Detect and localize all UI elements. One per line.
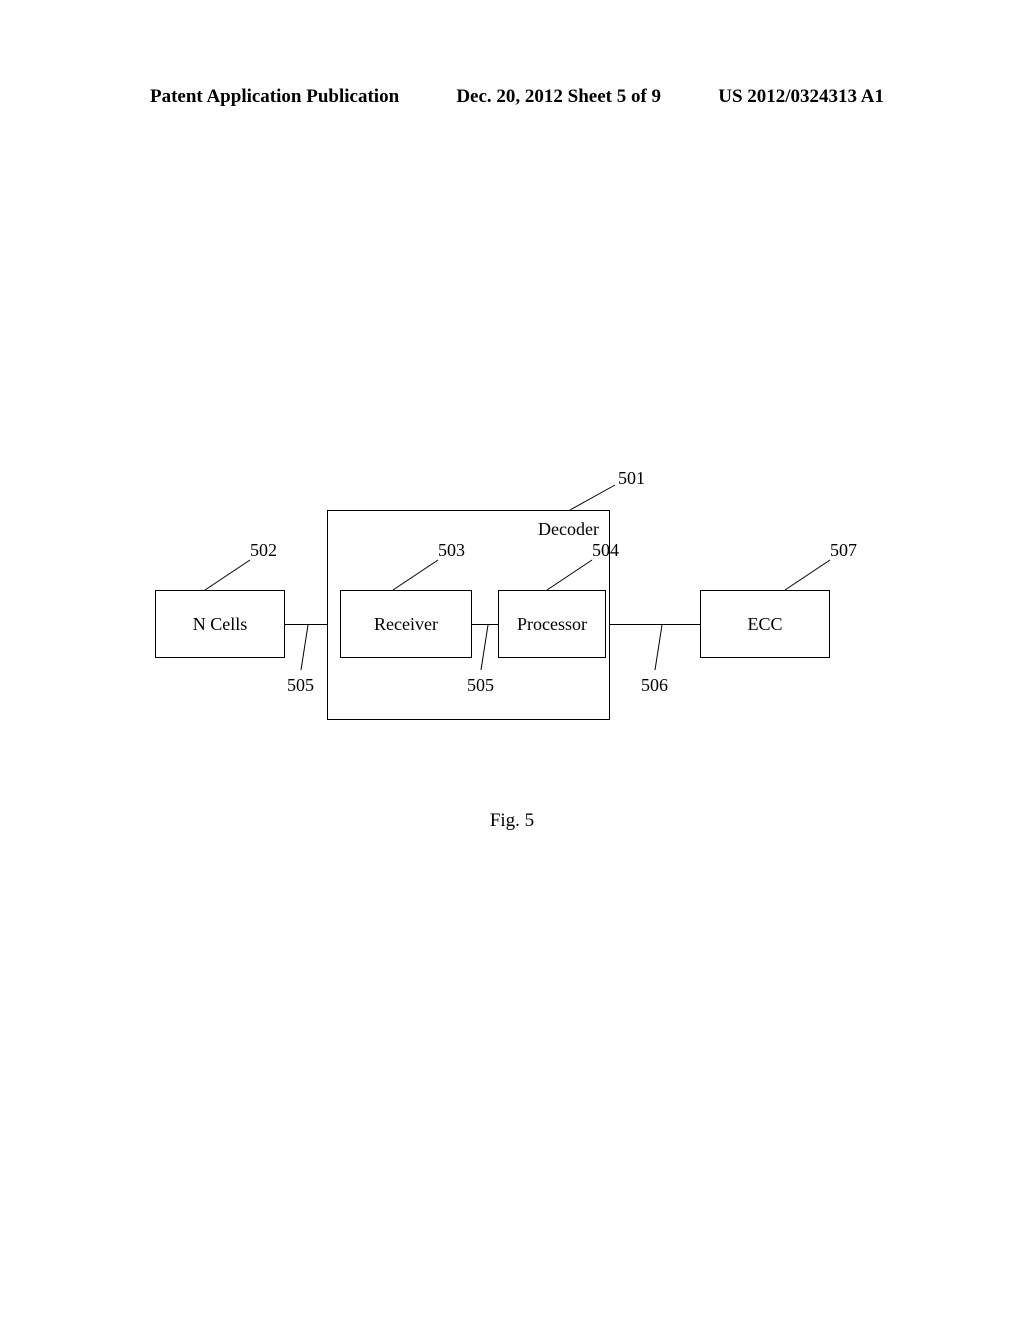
ref-507: 507 [830,540,857,561]
block-diagram: Decoder 501 N Cells 502 Receiver 503 Pro… [0,480,1024,780]
ref-506: 506 [641,675,668,696]
ref-504: 504 [592,540,619,561]
lead-line-504 [542,555,602,595]
page-header: Patent Application Publication Dec. 20, … [0,86,1024,108]
receiver-box: Receiver [340,590,472,658]
ecc-label: ECC [747,614,782,635]
receiver-label: Receiver [374,614,438,635]
lead-line-507 [780,555,840,595]
ncells-box: N Cells [155,590,285,658]
lead-line-501 [565,480,625,515]
ref-505-left: 505 [287,675,314,696]
lead-line-505-left [298,625,318,673]
decoder-label: Decoder [538,519,599,540]
header-date-sheet: Dec. 20, 2012 Sheet 5 of 9 [456,86,661,108]
ref-503: 503 [438,540,465,561]
lead-line-505-mid [478,625,498,673]
ncells-label: N Cells [193,614,248,635]
header-publication-label: Patent Application Publication [150,86,399,108]
figure-caption: Fig. 5 [0,810,1024,832]
ref-505-mid: 505 [467,675,494,696]
processor-label: Processor [517,614,587,635]
lead-line-502 [200,555,260,595]
ref-502: 502 [250,540,277,561]
ref-501: 501 [618,468,645,489]
header-patent-number: US 2012/0324313 A1 [718,86,884,108]
ecc-box: ECC [700,590,830,658]
processor-box: Processor [498,590,606,658]
lead-line-506 [652,625,672,673]
lead-line-503 [388,555,448,595]
